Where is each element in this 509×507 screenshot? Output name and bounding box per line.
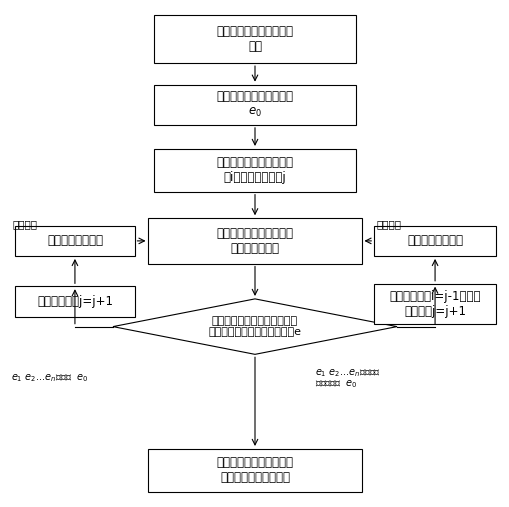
- Text: 第一步：材料数据初始化
处理: 第一步：材料数据初始化 处理: [216, 25, 293, 53]
- Text: 第七步：所有数据迭代完
成，最终材料数据处理: 第七步：所有数据迭代完 成，最终材料数据处理: [216, 456, 293, 484]
- Text: 第六步：: 第六步：: [13, 219, 38, 229]
- FancyBboxPatch shape: [374, 284, 495, 324]
- Text: 存储误差数组清零: 存储误差数组清零: [47, 234, 103, 247]
- FancyBboxPatch shape: [153, 85, 356, 125]
- Text: 个大于等于  $e_0$: 个大于等于 $e_0$: [314, 379, 357, 390]
- FancyBboxPatch shape: [153, 15, 356, 63]
- Text: 第三步：生成初始点计数
器i，结束点计数器j: 第三步：生成初始点计数 器i，结束点计数器j: [216, 156, 293, 185]
- Text: 结束点计数器j=j+1: 结束点计数器j=j+1: [37, 295, 112, 308]
- Text: 第六步：: 第六步：: [376, 219, 401, 229]
- Text: $e_1$ $e_2$...$e_n$都小于  $e_0$: $e_1$ $e_2$...$e_n$都小于 $e_0$: [11, 373, 88, 384]
- FancyBboxPatch shape: [374, 226, 495, 256]
- FancyBboxPatch shape: [148, 218, 361, 264]
- FancyBboxPatch shape: [15, 286, 134, 316]
- Text: 第四步：根据初始点结束
点生成判定直线: 第四步：根据初始点结束 点生成判定直线: [216, 227, 293, 255]
- Text: 第二步：设置误差判定値
$e_0$: 第二步：设置误差判定値 $e_0$: [216, 90, 293, 119]
- Text: $e_1$ $e_2$...$e_n$至少有一: $e_1$ $e_2$...$e_n$至少有一: [314, 368, 380, 379]
- FancyBboxPatch shape: [148, 449, 361, 492]
- Text: 第五步：计算初始点与结束点
间原始数据与判定直线的误巪e: 第五步：计算初始点与结束点 间原始数据与判定直线的误巪e: [208, 316, 301, 338]
- Text: 初始点计数器i=j-1，结束
点计数器j=j+1: 初始点计数器i=j-1，结束 点计数器j=j+1: [388, 290, 480, 318]
- FancyBboxPatch shape: [15, 226, 134, 256]
- FancyBboxPatch shape: [153, 149, 356, 192]
- Polygon shape: [113, 299, 396, 354]
- Text: 存储误差数组清零: 存储误差数组清零: [406, 234, 462, 247]
